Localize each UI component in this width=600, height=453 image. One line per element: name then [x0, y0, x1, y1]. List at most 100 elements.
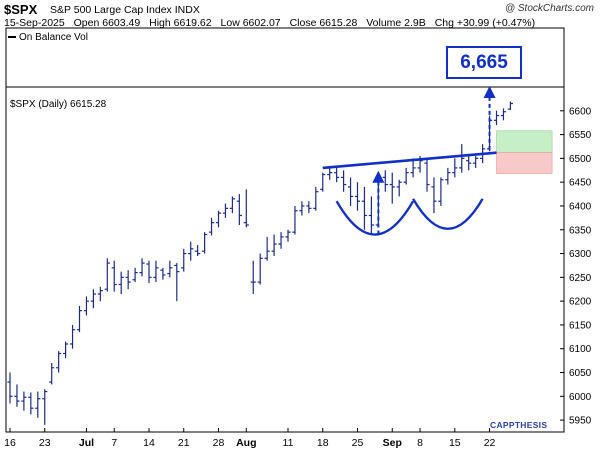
x-tick-label: 11	[283, 437, 294, 449]
ohlc-bar	[285, 229, 291, 242]
x-tick-label: Sep	[383, 437, 402, 449]
x-tick-label: 18	[317, 437, 329, 449]
ohlc-bar	[327, 167, 333, 180]
ohlc-bar	[403, 167, 409, 185]
resistance-trendline	[322, 151, 497, 170]
quote-low: Low 6602.07	[220, 17, 281, 29]
y-tick-label: 6500	[569, 154, 592, 165]
indicator-legend: On Balance Vol	[8, 32, 88, 43]
ohlc-bar	[63, 341, 69, 359]
ohlc-bar	[28, 392, 34, 415]
price-legend: $SPX (Daily) 6615.28	[10, 99, 107, 110]
ohlc-bar	[90, 289, 96, 309]
x-tick-label: 25	[352, 437, 364, 449]
x-tick-label: 23	[39, 437, 51, 449]
quote-high: High 6619.62	[149, 17, 212, 29]
x-tick-label: Jul	[79, 437, 94, 449]
y-tick-label: 6000	[569, 392, 592, 403]
ohlc-bar	[410, 158, 416, 178]
ohlc-bar	[188, 241, 194, 261]
x-tick-label: 14	[143, 437, 155, 449]
company-name: S&P 500 Large Cap Index INDX	[50, 4, 200, 16]
ohlc-bar	[208, 217, 215, 236]
ohlc-bar	[97, 286, 103, 302]
indicator-label: On Balance Vol	[19, 32, 88, 43]
ohlc-bar	[389, 172, 395, 204]
company-title: S&P 500 Large Cap Index	[50, 4, 172, 16]
y-tick-label: 6150	[569, 320, 592, 331]
target-arrow-head	[483, 86, 496, 98]
y-axis: 5950 6000 6050 6100 6150 6200 6250 6300 6350 6400…	[560, 106, 592, 427]
right-cup-arc	[412, 198, 484, 230]
left-cup-arc	[335, 200, 415, 236]
ohlc-bar	[431, 177, 437, 214]
ohlc-bar	[271, 234, 277, 256]
y-tick-label: 6250	[569, 273, 592, 284]
quote-close: Close 6615.28	[289, 17, 358, 29]
plot-frame	[5, 27, 565, 433]
ohlc-bar	[222, 203, 229, 218]
y-tick-label: 6350	[569, 225, 592, 236]
ohlc-bar	[181, 248, 187, 272]
ohlc-bar	[195, 244, 201, 256]
ohlc-bar	[320, 172, 326, 192]
ohlc-bar	[56, 351, 62, 373]
ohlc-bar	[292, 205, 298, 235]
x-tick-label: 7	[111, 437, 117, 449]
ohlc-bar	[382, 170, 388, 192]
legend-swatch	[8, 36, 16, 39]
x-tick-label: 21	[178, 437, 190, 449]
x-tick-label: Aug	[236, 437, 256, 449]
quote-open: Open 6603.49	[73, 17, 141, 29]
source-credit: @ StockCharts.com	[504, 3, 594, 14]
x-tick-label: 22	[484, 437, 496, 449]
neckline-arrow-head	[372, 170, 385, 183]
ohlc-bar	[14, 384, 20, 407]
y-tick-label: 6400	[569, 201, 592, 212]
ohlc-bar	[215, 210, 222, 228]
ohlc-bar	[125, 270, 131, 290]
ohlc-bar	[466, 156, 472, 171]
x-tick-label: 16	[4, 437, 16, 449]
x-tick-label: 28	[213, 437, 225, 449]
ohlc-bar	[396, 179, 402, 197]
ohlc-bar	[243, 189, 249, 228]
ohlc-bar	[42, 389, 48, 425]
ohlc-bar	[424, 158, 430, 192]
ohlc-bar	[49, 363, 55, 385]
y-tick-label: 5950	[569, 416, 592, 427]
ohlc-bar	[493, 110, 500, 126]
ohlc-bar	[452, 158, 458, 178]
ohlc-bar	[257, 253, 263, 285]
x-tick-label: 8	[417, 437, 423, 449]
ohlc-bar	[174, 263, 180, 302]
ohlc-bar	[250, 260, 256, 294]
ohlc-bar	[202, 232, 208, 254]
ohlc-bar	[69, 324, 76, 349]
y-tick-label: 6550	[569, 130, 592, 141]
ohlc-bar	[132, 267, 138, 283]
x-tick-label: 15	[449, 437, 461, 449]
quote-change: Chg +30.99 (+0.47%)	[434, 17, 536, 29]
ohlc-bar	[368, 196, 374, 235]
ohlc-bar	[229, 196, 235, 214]
ohlc-bar	[361, 186, 368, 230]
brand-watermark: CAPPTHESIS	[490, 420, 548, 430]
y-tick-label: 6600	[569, 106, 592, 117]
y-tick-label: 6300	[569, 249, 592, 260]
ohlc-bar	[347, 177, 354, 206]
ohlc-bar	[459, 144, 465, 173]
green-target-zone	[496, 130, 553, 153]
x-axis: 16 23 Jul 7 14 21 28 Aug 11 18 25 Sep 8 15 22	[4, 428, 496, 449]
quote-volume: Volume 2.9B	[366, 17, 426, 29]
ticker-symbol: $SPX	[4, 2, 38, 17]
ohlc-bar	[313, 186, 319, 211]
ohlc-bar	[264, 236, 270, 261]
ohlc-bar	[21, 391, 27, 411]
quote-line: 15-Sep-2025 Open 6603.49 High 6619.62 Lo…	[4, 17, 541, 29]
ohlc-bar	[7, 372, 13, 404]
ohlc-bar	[334, 166, 340, 183]
ohlc-bar	[341, 170, 347, 192]
ohlc-bar	[306, 201, 312, 214]
